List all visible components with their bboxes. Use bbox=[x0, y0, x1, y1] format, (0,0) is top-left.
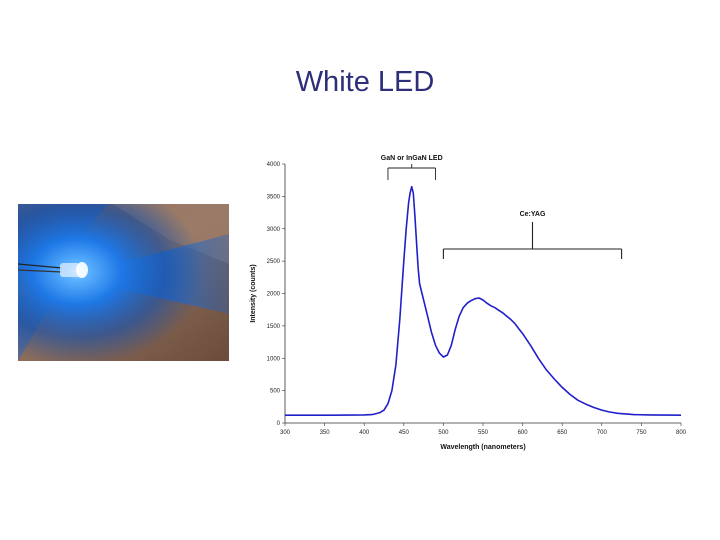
annotation-ceyag-bracket bbox=[442, 222, 623, 259]
annotation-gan-label: GaN or InGaN LED bbox=[381, 155, 443, 162]
x-tick-label: 700 bbox=[597, 430, 608, 436]
y-tick-label: 500 bbox=[270, 389, 281, 395]
x-tick-label: 550 bbox=[478, 430, 489, 436]
x-tick-label: 500 bbox=[438, 430, 449, 436]
y-axis-title: Intensity (counts) bbox=[250, 264, 257, 322]
y-tick-label: 2000 bbox=[267, 292, 281, 298]
x-tick-label: 600 bbox=[518, 430, 529, 436]
blue-led-photo bbox=[18, 204, 229, 361]
spectrum-chart: 0 500 1000 1500 2000 2500 3000 3500 4000 300 350 40… bbox=[244, 146, 690, 462]
x-tick-label: 450 bbox=[399, 430, 410, 436]
y-tick-label: 1500 bbox=[267, 324, 281, 330]
slide-title: White LED bbox=[295, 66, 435, 98]
y-tick-label: 3000 bbox=[267, 227, 281, 233]
annotation-ceyag-label: Ce:YAG bbox=[520, 211, 546, 218]
x-axis-title: Wavelength (nanometers) bbox=[440, 444, 525, 451]
y-tick-label: 3500 bbox=[267, 194, 281, 200]
x-tick-label: 350 bbox=[320, 430, 331, 436]
y-tick-label: 4000 bbox=[267, 162, 281, 168]
annotation-gan-bracket bbox=[387, 164, 436, 180]
x-tick-label: 800 bbox=[676, 430, 687, 436]
y-tick-label: 1000 bbox=[267, 356, 281, 362]
x-tick-label: 750 bbox=[636, 430, 647, 436]
y-tick-label: 0 bbox=[277, 421, 281, 427]
x-tick-label: 650 bbox=[557, 430, 568, 436]
spectrum-line bbox=[285, 185, 682, 416]
x-tick-label: 300 bbox=[280, 430, 291, 436]
y-tick-label: 2500 bbox=[267, 259, 281, 265]
x-tick-label: 400 bbox=[359, 430, 370, 436]
